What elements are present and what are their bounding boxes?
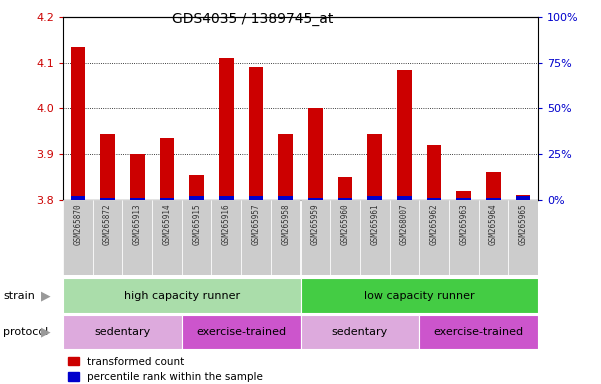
Text: GDS4035 / 1389745_at: GDS4035 / 1389745_at xyxy=(172,12,333,25)
Text: GSM265958: GSM265958 xyxy=(281,204,290,245)
Bar xyxy=(367,134,382,200)
Bar xyxy=(360,200,389,275)
Bar xyxy=(219,58,234,200)
Bar xyxy=(212,200,241,275)
Text: GSM265914: GSM265914 xyxy=(162,204,171,245)
Text: GSM265913: GSM265913 xyxy=(133,204,142,245)
Bar xyxy=(367,196,382,200)
Bar xyxy=(100,198,115,200)
Bar xyxy=(456,198,471,200)
Bar xyxy=(486,198,501,200)
Bar xyxy=(397,70,412,200)
Bar xyxy=(189,196,204,200)
Text: GSM265916: GSM265916 xyxy=(222,204,231,245)
Text: GSM265962: GSM265962 xyxy=(430,204,439,245)
Text: GSM265961: GSM265961 xyxy=(370,204,379,245)
Text: GSM265870: GSM265870 xyxy=(73,204,82,245)
Bar xyxy=(338,198,352,200)
Bar xyxy=(308,109,323,200)
Text: low capacity runner: low capacity runner xyxy=(364,291,475,301)
Text: GSM265964: GSM265964 xyxy=(489,204,498,245)
Bar xyxy=(152,200,182,275)
Text: GSM265915: GSM265915 xyxy=(192,204,201,245)
Bar xyxy=(63,200,93,275)
Bar xyxy=(100,134,115,200)
Bar xyxy=(130,198,145,200)
Bar xyxy=(330,200,360,275)
Bar xyxy=(241,200,271,275)
Text: GSM265959: GSM265959 xyxy=(311,204,320,245)
Bar xyxy=(300,278,538,313)
Bar xyxy=(182,200,212,275)
Bar xyxy=(63,315,182,349)
Bar xyxy=(419,315,538,349)
Text: protocol: protocol xyxy=(3,327,48,337)
Bar xyxy=(389,200,419,275)
Bar xyxy=(300,200,330,275)
Bar xyxy=(449,200,478,275)
Bar xyxy=(93,200,123,275)
Bar xyxy=(516,196,531,200)
Bar xyxy=(338,177,352,200)
Bar xyxy=(308,198,323,200)
Text: exercise-trained: exercise-trained xyxy=(196,327,286,337)
Bar xyxy=(63,278,300,313)
Bar xyxy=(278,134,293,200)
Text: high capacity runner: high capacity runner xyxy=(124,291,240,301)
Bar xyxy=(478,200,508,275)
Text: GSM265957: GSM265957 xyxy=(251,204,260,245)
Bar xyxy=(249,196,263,200)
Bar xyxy=(486,172,501,200)
Bar xyxy=(419,200,449,275)
Bar xyxy=(182,315,300,349)
Bar xyxy=(159,138,174,200)
Bar xyxy=(427,198,442,200)
Text: strain: strain xyxy=(3,291,35,301)
Text: GSM265963: GSM265963 xyxy=(459,204,468,245)
Bar xyxy=(189,175,204,200)
Bar xyxy=(278,196,293,200)
Bar xyxy=(70,47,85,200)
Bar xyxy=(427,145,442,200)
Text: exercise-trained: exercise-trained xyxy=(433,327,523,337)
Legend: transformed count, percentile rank within the sample: transformed count, percentile rank withi… xyxy=(69,357,263,382)
Text: GSM265872: GSM265872 xyxy=(103,204,112,245)
Bar xyxy=(397,196,412,200)
Text: ▶: ▶ xyxy=(41,326,50,339)
Bar xyxy=(271,200,300,275)
Bar xyxy=(70,196,85,200)
Bar xyxy=(456,190,471,200)
Text: GSM265965: GSM265965 xyxy=(519,204,528,245)
Bar xyxy=(300,315,419,349)
Bar xyxy=(516,195,531,200)
Bar xyxy=(123,200,152,275)
Bar xyxy=(249,68,263,200)
Text: ▶: ▶ xyxy=(41,289,50,302)
Bar xyxy=(219,196,234,200)
Text: sedentary: sedentary xyxy=(94,327,151,337)
Bar xyxy=(130,154,145,200)
Text: GSM265960: GSM265960 xyxy=(341,204,350,245)
Text: sedentary: sedentary xyxy=(332,327,388,337)
Bar xyxy=(508,200,538,275)
Text: GSM268007: GSM268007 xyxy=(400,204,409,245)
Bar xyxy=(159,198,174,200)
